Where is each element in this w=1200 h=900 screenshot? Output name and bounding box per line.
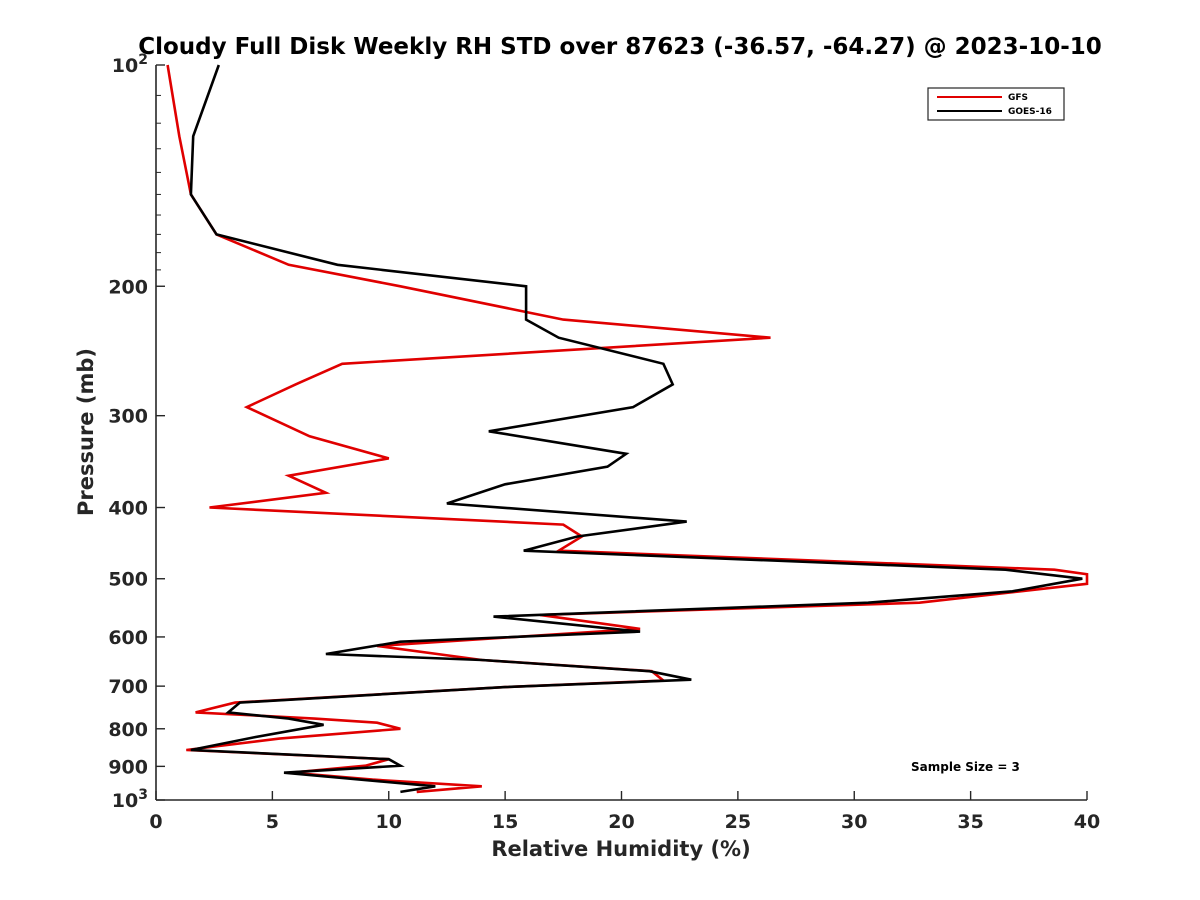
y-axis-label: Pressure (mb): [74, 348, 98, 516]
y-tick-label: 500: [108, 569, 148, 591]
y-tick-label: 600: [108, 627, 148, 649]
x-axis-ticks: 0 5 10 15 20 25 30 35 40: [149, 791, 1100, 833]
y-tick-label: 700: [108, 676, 148, 698]
x-tick-label: 25: [725, 811, 751, 833]
x-tick-label: 5: [266, 811, 279, 833]
series-layer: [166, 64, 1089, 794]
x-tick-label: 40: [1074, 811, 1100, 833]
legend: GFS GOES-16: [927, 87, 1065, 121]
y-tick-label: 200: [108, 276, 148, 298]
y-tick-label: 300: [108, 406, 148, 428]
y-tick-label: 400: [108, 498, 148, 520]
legend-box: [927, 87, 1065, 121]
y-tick-label: 900: [108, 756, 148, 778]
x-axis-label: Relative Humidity (%): [491, 837, 750, 861]
x-tick-label: 15: [492, 811, 518, 833]
sample-size-annotation: Sample Size = 3: [911, 760, 1020, 774]
series-line-gfs: [166, 64, 1089, 794]
x-tick-label: 20: [608, 811, 634, 833]
x-tick-label: 30: [841, 811, 867, 833]
legend-label-gfs: GFS: [1008, 93, 1028, 103]
y-tick-label: 800: [108, 719, 148, 741]
series-line-goes-16: [189, 64, 1083, 794]
x-tick-label: 0: [149, 811, 162, 833]
x-tick-label: 10: [376, 811, 402, 833]
x-tick-label: 35: [957, 811, 983, 833]
legend-label-goes16: GOES-16: [1008, 107, 1052, 117]
chart-title: Cloudy Full Disk Weekly RH STD over 8762…: [138, 34, 1102, 60]
